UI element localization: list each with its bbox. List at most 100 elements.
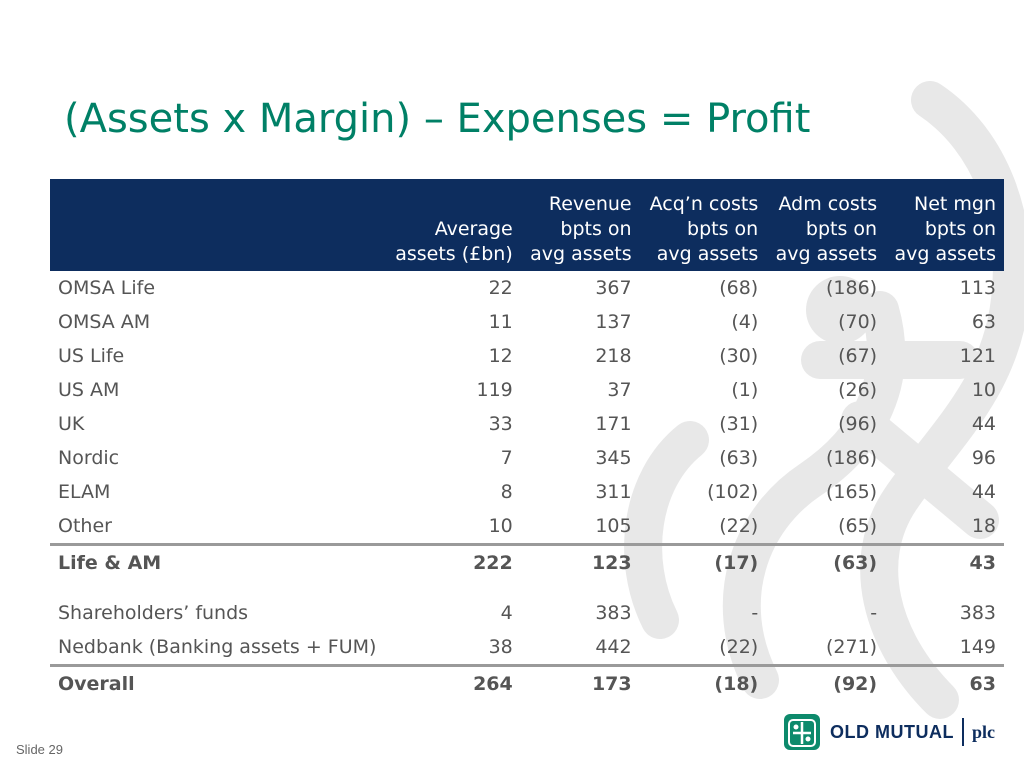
header-line: Average xyxy=(434,218,513,240)
overall-total-row: Overall 264 173 (18) (92) 63 xyxy=(50,664,1004,701)
cell-acq-costs: (68) xyxy=(719,277,759,299)
row-label: UK xyxy=(58,413,85,435)
cell-net-margin: 18 xyxy=(971,515,996,537)
table-row: OMSA AM 11 137 (4) (70) 63 xyxy=(50,305,1004,339)
table-row: Nordic 7 345 (63) (186) 96 xyxy=(50,441,1004,475)
cell-revenue: 137 xyxy=(595,311,632,333)
table-row: US AM 119 37 (1) (26) 10 xyxy=(50,373,1004,407)
column-header-assets: Average assets (£bn) xyxy=(384,179,521,271)
cell-assets: 4 xyxy=(500,602,513,624)
row-label: Nedbank (Banking assets + FUM) xyxy=(58,636,377,658)
spacer-row xyxy=(50,580,1004,596)
cell-net-margin: 44 xyxy=(971,481,996,503)
cell-adm-costs: (186) xyxy=(826,447,878,469)
table-row: ELAM 8 311 (102) (165) 44 xyxy=(50,475,1004,509)
cell-net-margin: 43 xyxy=(885,543,1004,580)
cell-acq-costs: (30) xyxy=(719,345,759,367)
cell-revenue: 383 xyxy=(595,602,632,624)
cell-assets: 222 xyxy=(384,543,521,580)
cell-assets: 10 xyxy=(488,515,513,537)
cell-revenue: 442 xyxy=(595,636,632,658)
cell-adm-costs: (26) xyxy=(838,379,878,401)
row-label: US Life xyxy=(58,345,125,367)
row-label: Shareholders’ funds xyxy=(58,602,249,624)
column-header-net-margin: Net mgn bpts on avg assets xyxy=(885,179,1004,271)
cell-assets: 8 xyxy=(500,481,513,503)
header-line: Net mgn xyxy=(913,193,996,215)
cell-acq-costs: - xyxy=(751,602,759,624)
cell-acq-costs: (4) xyxy=(731,311,759,333)
cell-acq-costs: (22) xyxy=(719,636,759,658)
column-header-revenue: Revenue bpts on avg assets xyxy=(520,179,640,271)
cell-adm-costs: (63) xyxy=(766,543,886,580)
cell-assets: 22 xyxy=(488,277,513,299)
cell-acq-costs: (102) xyxy=(707,481,759,503)
row-label: Nordic xyxy=(58,447,120,469)
header-line: Acq’n costs xyxy=(649,193,759,215)
row-label: US AM xyxy=(58,379,120,401)
cell-net-margin: 10 xyxy=(971,379,996,401)
table-row: Other 10 105 (22) (65) 18 xyxy=(50,509,1004,545)
cell-revenue: 171 xyxy=(595,413,632,435)
row-label: Other xyxy=(58,515,112,537)
cell-adm-costs: - xyxy=(870,602,878,624)
table-row: UK 33 171 (31) (96) 44 xyxy=(50,407,1004,441)
cell-assets: 7 xyxy=(500,447,513,469)
header-line: avg assets xyxy=(775,243,878,265)
company-logo: OLD MUTUAL plc xyxy=(782,712,995,752)
header-line: Revenue xyxy=(548,193,632,215)
cell-acq-costs: (17) xyxy=(639,543,767,580)
cell-adm-costs: (67) xyxy=(838,345,878,367)
header-line: bpts on xyxy=(560,218,632,240)
cell-net-margin: 121 xyxy=(959,345,996,367)
logo-divider xyxy=(961,718,964,746)
cell-adm-costs: (186) xyxy=(826,277,878,299)
cell-revenue: 173 xyxy=(520,664,640,701)
cell-adm-costs: (70) xyxy=(838,311,878,333)
cell-assets: 38 xyxy=(488,636,513,658)
cell-net-margin: 96 xyxy=(971,447,996,469)
cell-net-margin: 44 xyxy=(971,413,996,435)
slide-number: Slide 29 xyxy=(16,742,63,757)
cell-net-margin: 149 xyxy=(959,636,996,658)
cell-revenue: 105 xyxy=(595,515,632,537)
row-label: OMSA AM xyxy=(58,311,151,333)
cell-acq-costs: (18) xyxy=(639,664,767,701)
row-label: Overall xyxy=(50,664,385,701)
cell-revenue: 218 xyxy=(595,345,632,367)
cell-revenue: 345 xyxy=(595,447,632,469)
cell-acq-costs: (63) xyxy=(719,447,759,469)
financial-table: Average assets (£bn) Revenue bpts on avg… xyxy=(50,179,1004,701)
cell-revenue: 367 xyxy=(595,277,632,299)
header-line: avg assets xyxy=(656,243,759,265)
logo-text: OLD MUTUAL xyxy=(830,721,954,742)
table-header-row: Average assets (£bn) Revenue bpts on avg… xyxy=(50,179,1004,271)
header-line: Adm costs xyxy=(778,193,878,215)
cell-adm-costs: (271) xyxy=(826,636,878,658)
cell-adm-costs: (165) xyxy=(826,481,878,503)
cell-acq-costs: (1) xyxy=(731,379,759,401)
table-row: Nedbank (Banking assets + FUM) 38 442 (2… xyxy=(50,630,1004,666)
cell-assets: 12 xyxy=(488,345,513,367)
header-line: avg assets xyxy=(530,243,632,265)
header-line: bpts on xyxy=(805,218,878,240)
table-row: Shareholders’ funds 4 383 - - 383 xyxy=(50,596,1004,630)
cell-assets: 33 xyxy=(488,413,513,435)
row-label: OMSA Life xyxy=(58,277,156,299)
cell-revenue: 123 xyxy=(520,543,640,580)
page-title: (Assets x Margin) – Expenses = Profit xyxy=(64,96,811,142)
logo-suffix: plc xyxy=(971,721,995,742)
cell-acq-costs: (31) xyxy=(719,413,759,435)
cell-adm-costs: (92) xyxy=(766,664,886,701)
header-line: bpts on xyxy=(924,218,996,240)
column-header-adm-costs: Adm costs bpts on avg assets xyxy=(766,179,886,271)
cell-adm-costs: (65) xyxy=(838,515,878,537)
table-row: OMSA Life 22 367 (68) (186) 113 xyxy=(50,271,1004,305)
row-label: ELAM xyxy=(58,481,111,503)
header-line: avg assets xyxy=(894,243,996,265)
cell-assets: 264 xyxy=(384,664,521,701)
cell-net-margin: 63 xyxy=(885,664,1004,701)
cell-adm-costs: (96) xyxy=(838,413,878,435)
cell-acq-costs: (22) xyxy=(719,515,759,537)
cell-net-margin: 113 xyxy=(959,277,996,299)
